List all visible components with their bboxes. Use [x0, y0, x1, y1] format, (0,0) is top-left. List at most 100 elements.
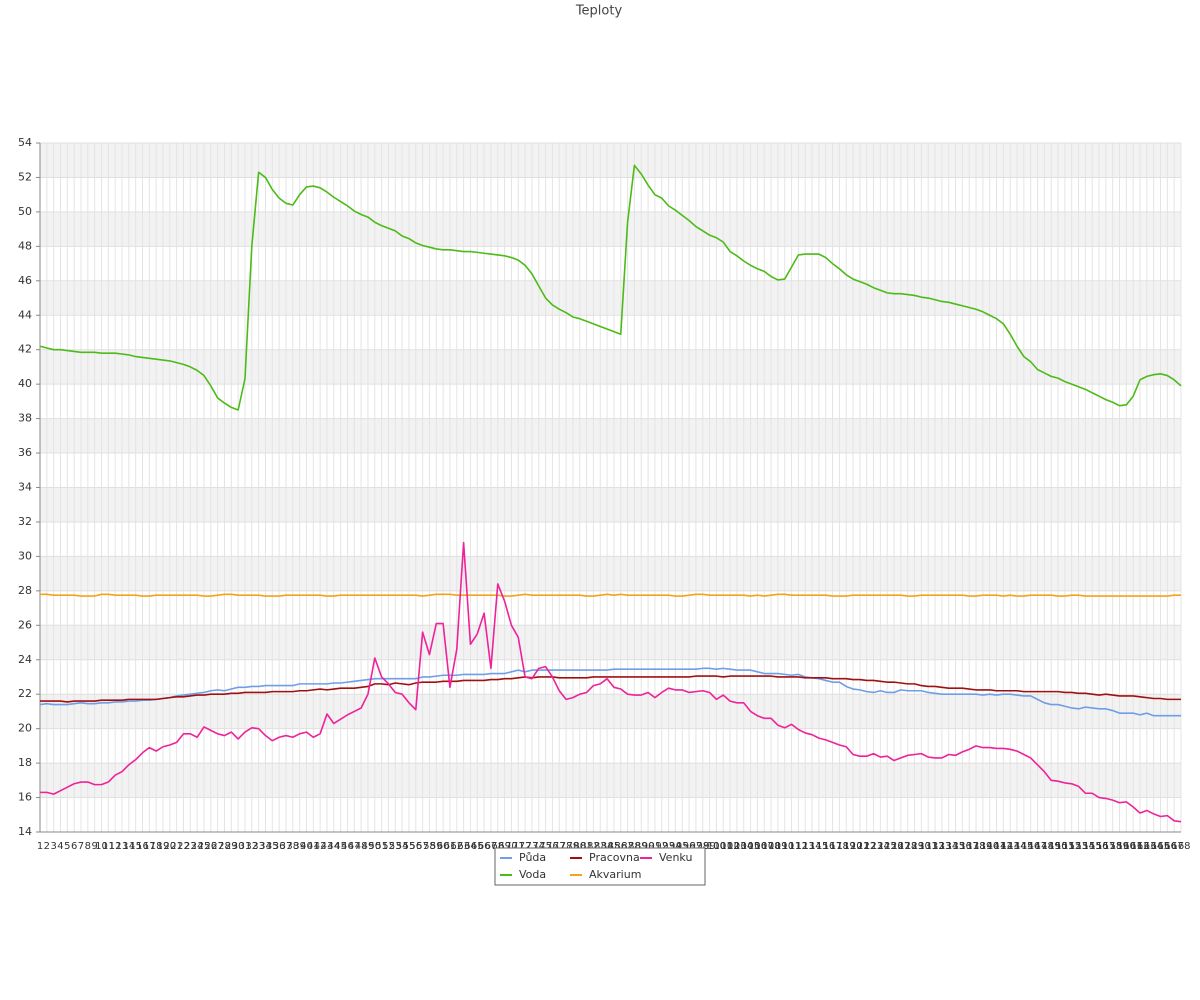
x-tick-label: 124 — [871, 841, 890, 852]
x-tick-label: 38 — [286, 841, 299, 852]
x-tick-label: 53 — [389, 841, 402, 852]
x-tick-label: 30 — [232, 841, 245, 852]
x-tick-label: 13 — [116, 841, 129, 852]
grid-band — [40, 349, 1181, 385]
x-tick-label: 42 — [314, 841, 327, 852]
y-tick-label: 42 — [18, 343, 32, 356]
x-tick-label: 70 — [505, 841, 518, 852]
x-tick-label: 145 — [1014, 841, 1033, 852]
x-tick-label: 71 — [512, 841, 525, 852]
x-tick-label: 122 — [857, 841, 876, 852]
x-tick-label: 55 — [403, 841, 416, 852]
legend-box — [494, 847, 706, 886]
x-tick-label: 134 — [939, 841, 958, 852]
x-tick-label: 48 — [355, 841, 368, 852]
y-tick-label: 54 — [18, 136, 32, 149]
x-tick-label: 86 — [614, 841, 627, 852]
x-tick-label: 168 — [1171, 841, 1190, 852]
x-tick-label: 125 — [878, 841, 897, 852]
x-tick-label: 57 — [416, 841, 429, 852]
x-tick-label: 43 — [321, 841, 334, 852]
x-tick-label: 24 — [191, 841, 204, 852]
x-tick-label: 120 — [844, 841, 863, 852]
x-tick-label: 65 — [471, 841, 484, 852]
grid-band — [40, 487, 1181, 522]
x-tick-label: 89 — [635, 841, 648, 852]
x-tick-label: 127 — [891, 841, 910, 852]
x-tick-label: 54 — [396, 841, 409, 852]
y-tick-label: 44 — [18, 308, 32, 321]
x-tick-label: 10 — [95, 841, 108, 852]
x-tick-label: 105 — [741, 841, 760, 852]
x-tick-label: 167 — [1165, 841, 1184, 852]
y-tick-label: 26 — [18, 618, 32, 631]
x-tick-label: 83 — [594, 841, 607, 852]
x-tick-label: 101 — [714, 841, 733, 852]
x-tick-label: 11 — [102, 841, 115, 852]
x-tick-label: 8 — [85, 841, 91, 852]
x-tick-label: 93 — [662, 841, 675, 852]
x-tick-label: 155 — [1083, 841, 1102, 852]
x-tick-label: 148 — [1035, 841, 1054, 852]
legend-label: Půda — [519, 851, 546, 864]
x-tick-label: 29 — [225, 841, 238, 852]
x-tick-label: 47 — [348, 841, 361, 852]
chart-title: Teploty — [575, 4, 623, 19]
x-tick-label: 99 — [703, 841, 716, 852]
x-tick-label: 75 — [539, 841, 552, 852]
x-tick-label: 146 — [1021, 841, 1040, 852]
x-tick-label: 118 — [830, 841, 849, 852]
grid-band — [40, 694, 1181, 729]
x-tick-label: 16 — [136, 841, 149, 852]
x-tick-label: 100 — [707, 841, 726, 852]
series-line — [40, 675, 1181, 703]
x-tick-label: 18 — [150, 841, 163, 852]
x-tick-label: 142 — [994, 841, 1013, 852]
x-tick-label: 49 — [362, 841, 375, 852]
y-tick-label: 24 — [18, 653, 32, 666]
x-tick-label: 5 — [64, 841, 70, 852]
x-tick-label: 166 — [1158, 841, 1177, 852]
legend-label: Venku — [659, 851, 692, 864]
x-tick-label: 67 — [485, 841, 498, 852]
x-tick-label: 85 — [608, 841, 621, 852]
y-tick-label: 50 — [18, 205, 32, 218]
x-tick-label: 62 — [450, 841, 463, 852]
x-tick-label: 81 — [580, 841, 593, 852]
x-tick-label: 160 — [1117, 841, 1136, 852]
legend-label: Akvarium — [589, 868, 641, 881]
x-tick-label: 21 — [170, 841, 183, 852]
x-tick-label: 12 — [109, 841, 122, 852]
x-tick-label: 113 — [796, 841, 815, 852]
x-tick-label: 36 — [273, 841, 286, 852]
y-tick-label: 28 — [18, 584, 32, 597]
x-tick-label: 106 — [748, 841, 767, 852]
x-tick-label: 141 — [987, 841, 1006, 852]
x-tick-label: 15 — [129, 841, 142, 852]
x-tick-label: 136 — [953, 841, 972, 852]
y-tick-label: 16 — [18, 791, 32, 804]
x-tick-label: 32 — [245, 841, 258, 852]
x-tick-label: 161 — [1124, 841, 1143, 852]
grid-band — [40, 143, 1181, 178]
x-tick-label: 162 — [1130, 841, 1149, 852]
x-tick-label: 51 — [375, 841, 388, 852]
x-tick-label: 111 — [782, 841, 801, 852]
series-line — [40, 541, 1182, 823]
y-tick-label: 22 — [18, 687, 32, 700]
grid-band — [40, 211, 1181, 247]
x-tick-label: 117 — [823, 841, 842, 852]
x-tick-label: 79 — [567, 841, 580, 852]
x-tick-label: 25 — [198, 841, 211, 852]
x-tick-label: 140 — [980, 841, 999, 852]
x-tick-label: 72 — [519, 841, 532, 852]
x-tick-label: 121 — [850, 841, 869, 852]
y-tick-label: 38 — [18, 412, 32, 425]
x-tick-label: 41 — [307, 841, 320, 852]
x-tick-label: 23 — [184, 841, 197, 852]
y-tick-label: 40 — [18, 377, 32, 390]
x-tick-label: 66 — [478, 841, 491, 852]
y-tick-label: 32 — [18, 515, 32, 528]
x-tick-label: 20 — [163, 841, 176, 852]
